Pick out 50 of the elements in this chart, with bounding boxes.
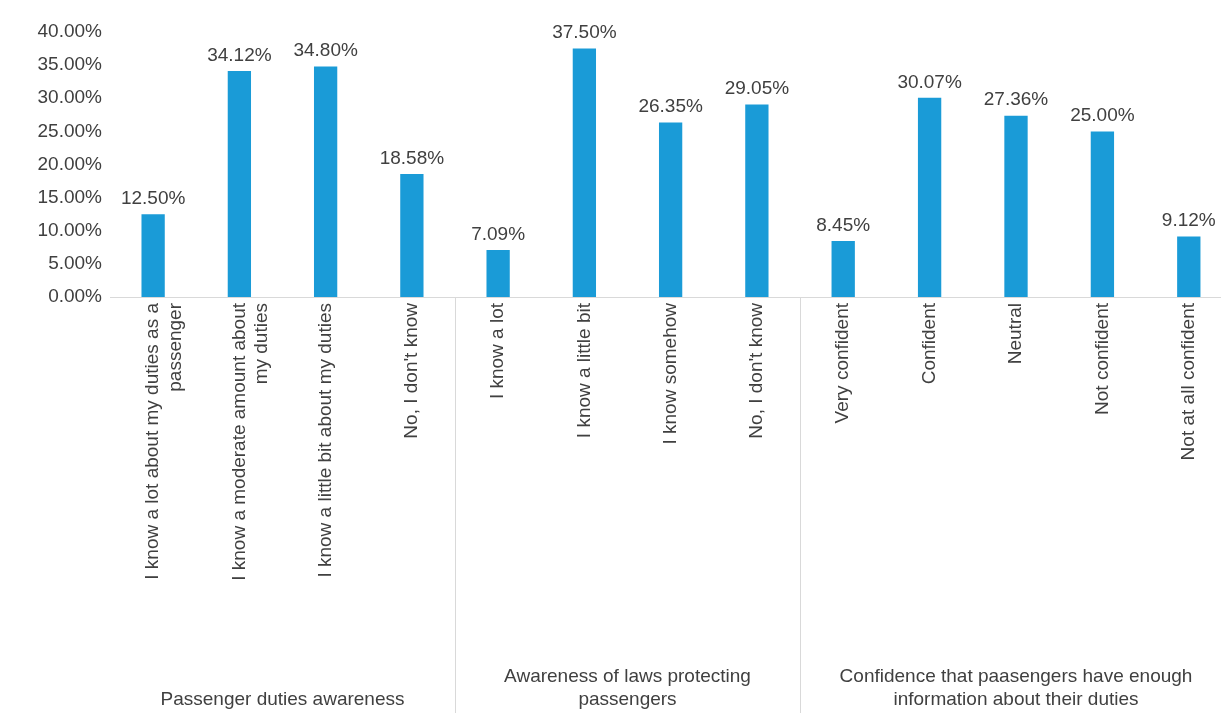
data-label: 12.50%: [120, 186, 186, 208]
y-tick-label: 25.00%: [37, 119, 103, 141]
x-axis-title: Confidence that paasengers have enough information about their duties: [839, 665, 1193, 709]
x-tick-label: Not confident: [1090, 302, 1112, 415]
data-label: 27.36%: [983, 88, 1049, 110]
bar: [1004, 115, 1028, 297]
x-tick-label: No, I don't know: [745, 302, 767, 439]
x-tick-label: Very confident: [831, 302, 853, 424]
bar: [313, 66, 338, 297]
data-label: 7.09%: [471, 222, 526, 244]
x-axis-title: Passenger duties awareness: [160, 687, 405, 709]
bar: [1177, 236, 1201, 297]
y-tick-label: 20.00%: [37, 152, 103, 174]
y-tick-label: 30.00%: [37, 86, 103, 108]
bar: [1090, 131, 1115, 297]
x-tick-label: Confident: [917, 302, 939, 385]
data-label: 30.07%: [897, 70, 962, 92]
bar: [227, 70, 252, 297]
bar: [917, 97, 942, 297]
bar: [141, 214, 165, 297]
data-label: 37.50%: [552, 21, 617, 43]
data-label: 9.12%: [1161, 209, 1216, 231]
x-tick-label: No, I don't know: [400, 302, 422, 439]
data-label: 8.45%: [816, 213, 871, 235]
data-label: 34.80%: [293, 39, 358, 61]
y-tick-label: 10.00%: [37, 218, 103, 240]
y-tick-label: 35.00%: [37, 53, 103, 75]
x-tick-label: I know a little bit about my duties: [313, 303, 335, 578]
data-label: 29.05%: [724, 77, 790, 99]
y-tick-label: 40.00%: [37, 20, 103, 42]
x-tick-label: I know a little bit: [572, 302, 594, 439]
y-tick-label: 15.00%: [37, 185, 103, 207]
bar: [745, 104, 769, 297]
data-label: 26.35%: [638, 95, 703, 117]
bar: [572, 48, 597, 297]
y-tick-label: 0.00%: [48, 285, 103, 307]
x-tick-label: I know a lot: [486, 302, 508, 400]
y-tick-label: 5.00%: [48, 252, 103, 274]
bar: [400, 173, 424, 297]
x-tick-label: Neutral: [1004, 303, 1026, 365]
data-label: 18.58%: [379, 146, 445, 168]
bar: [831, 241, 855, 297]
x-axis-title: Awareness of laws protecting passengers: [504, 665, 751, 709]
data-label: 25.00%: [1070, 104, 1135, 126]
bar: [486, 250, 510, 297]
bar: [658, 122, 683, 297]
data-label: 34.12%: [207, 43, 272, 65]
x-tick-label: I know somehow: [658, 302, 680, 445]
x-tick-label: I know a lot about my duties as a passenger: [141, 302, 186, 580]
x-tick-label: Not at all confident: [1177, 302, 1199, 461]
